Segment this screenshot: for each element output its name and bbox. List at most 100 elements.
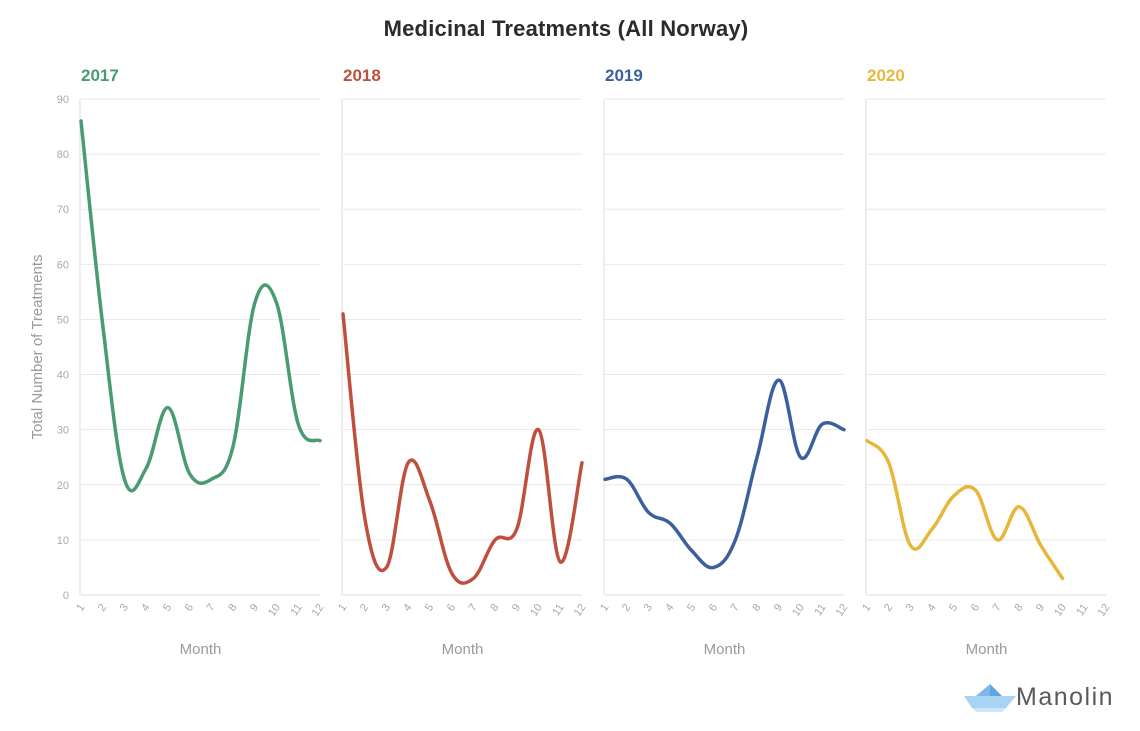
x-tick-label: 9 bbox=[510, 602, 523, 614]
data-point bbox=[1039, 543, 1043, 547]
data-point bbox=[646, 510, 650, 514]
x-tick-label: 12 bbox=[310, 602, 327, 619]
x-tick-label: 5 bbox=[161, 602, 174, 614]
y-tick-label: 60 bbox=[57, 259, 69, 271]
x-axis-title: Month bbox=[704, 641, 746, 658]
x-tick-label: 4 bbox=[401, 602, 414, 614]
x-tick-label: 7 bbox=[466, 602, 479, 614]
data-point bbox=[865, 439, 869, 443]
x-tick-label: 8 bbox=[488, 602, 501, 614]
data-point bbox=[144, 466, 148, 470]
y-axis-title: Total Number of Treatments bbox=[29, 254, 46, 439]
x-tick-label: 7 bbox=[728, 602, 741, 614]
data-point bbox=[428, 499, 432, 503]
data-point bbox=[537, 428, 541, 432]
data-point bbox=[384, 565, 388, 569]
data-point bbox=[231, 444, 235, 448]
x-tick-label: 3 bbox=[642, 602, 655, 614]
y-tick-label: 80 bbox=[57, 149, 69, 161]
data-point bbox=[1061, 576, 1065, 580]
data-point bbox=[930, 527, 934, 531]
x-tick-label: 1 bbox=[74, 602, 87, 614]
x-tick-label: 5 bbox=[685, 602, 698, 614]
data-point bbox=[122, 477, 126, 481]
panel-title-2019: 2019 bbox=[605, 66, 643, 85]
panel-title-2018: 2018 bbox=[343, 66, 381, 85]
data-point bbox=[668, 521, 672, 525]
y-tick-label: 90 bbox=[57, 94, 69, 106]
x-tick-label: 2 bbox=[620, 602, 633, 614]
x-tick-label: 4 bbox=[663, 602, 676, 614]
data-point bbox=[558, 560, 562, 564]
data-point bbox=[79, 119, 83, 123]
x-tick-label: 10 bbox=[1052, 602, 1069, 619]
data-point bbox=[712, 565, 716, 569]
data-point bbox=[166, 406, 170, 410]
data-point bbox=[974, 488, 978, 492]
x-tick-label: 8 bbox=[226, 602, 239, 614]
x-tick-label: 9 bbox=[248, 602, 261, 614]
data-point bbox=[842, 428, 846, 432]
x-tick-label: 6 bbox=[445, 602, 458, 614]
x-tick-label: 1 bbox=[336, 602, 349, 614]
x-tick-label: 8 bbox=[1012, 602, 1025, 614]
x-tick-label: 9 bbox=[772, 602, 785, 614]
data-point bbox=[296, 422, 300, 426]
data-point bbox=[887, 461, 891, 465]
y-tick-label: 40 bbox=[57, 370, 69, 382]
manolin-logo bbox=[962, 682, 1132, 716]
series-line-2018 bbox=[341, 312, 584, 585]
series-line-2020 bbox=[865, 438, 1065, 581]
x-tick-label: 12 bbox=[1096, 602, 1113, 619]
x-tick-label: 7 bbox=[990, 602, 1003, 614]
data-point bbox=[363, 516, 367, 520]
chart-title: Medicinal Treatments (All Norway) bbox=[383, 16, 749, 41]
data-point bbox=[515, 527, 519, 531]
data-point bbox=[820, 422, 824, 426]
x-tick-label: 6 bbox=[707, 602, 720, 614]
x-tick-label: 1 bbox=[860, 602, 873, 614]
series-line-2017 bbox=[79, 119, 322, 493]
paper-boat-icon bbox=[964, 684, 1016, 712]
y-tick-label: 10 bbox=[57, 535, 69, 547]
x-tick-label: 6 bbox=[183, 602, 196, 614]
panel-title-2017: 2017 bbox=[81, 66, 119, 85]
x-tick-label: 2 bbox=[882, 602, 895, 614]
x-axis-title: Month bbox=[966, 641, 1008, 658]
x-tick-label: 3 bbox=[380, 602, 393, 614]
data-point bbox=[690, 549, 694, 553]
x-tick-label: 11 bbox=[812, 602, 828, 618]
data-point bbox=[253, 301, 257, 305]
x-tick-label: 9 bbox=[1034, 602, 1047, 614]
x-tick-label: 6 bbox=[969, 602, 982, 614]
panel-title-2020: 2020 bbox=[867, 66, 905, 85]
data-point bbox=[209, 477, 213, 481]
x-axis-title: Month bbox=[442, 641, 484, 658]
x-tick-label: 11 bbox=[550, 602, 566, 618]
data-point bbox=[188, 472, 192, 476]
x-tick-label: 3 bbox=[118, 602, 131, 614]
data-point bbox=[493, 538, 497, 542]
data-point bbox=[733, 538, 737, 542]
data-point bbox=[1017, 505, 1021, 509]
data-point bbox=[471, 576, 475, 580]
data-point bbox=[101, 323, 105, 327]
x-tick-label: 12 bbox=[572, 602, 589, 619]
data-point bbox=[603, 477, 607, 481]
brand-name: Manolin bbox=[1016, 683, 1115, 711]
x-tick-label: 2 bbox=[96, 602, 109, 614]
data-point bbox=[777, 378, 781, 382]
data-point bbox=[450, 571, 454, 575]
y-tick-label: 0 bbox=[63, 590, 69, 602]
x-tick-label: 5 bbox=[423, 602, 436, 614]
data-point bbox=[318, 439, 322, 443]
x-tick-label: 5 bbox=[947, 602, 960, 614]
y-tick-label: 20 bbox=[57, 480, 69, 492]
x-tick-label: 11 bbox=[1074, 602, 1090, 618]
data-point bbox=[275, 301, 279, 305]
y-tick-label: 50 bbox=[57, 314, 69, 326]
data-point bbox=[580, 461, 584, 465]
data-point bbox=[341, 312, 345, 316]
data-point bbox=[406, 461, 410, 465]
